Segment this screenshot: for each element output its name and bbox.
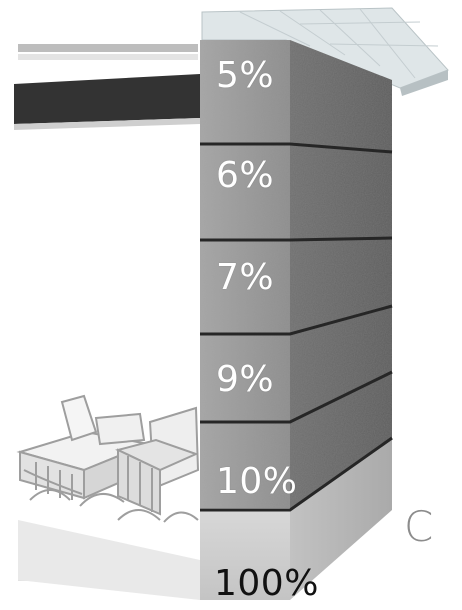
layer-label-7-percent: 7%	[216, 257, 275, 298]
layer-dividers	[200, 142, 393, 512]
glass-canopy	[201, 7, 449, 96]
layer-label-10-percent: 10%	[216, 461, 298, 502]
layer-label-5-percent: 5%	[216, 55, 275, 96]
panel-letter: C	[404, 502, 434, 551]
wall-front-face	[200, 40, 290, 600]
background-slab	[14, 44, 200, 581]
layer-label-6-percent: 6%	[216, 155, 275, 196]
dark-beam	[14, 74, 200, 124]
concrete-base	[200, 508, 290, 600]
layer-label-100-percent: 100%	[214, 563, 319, 604]
layer-label-9-percent: 9%	[216, 359, 275, 400]
patio-furniture	[16, 394, 200, 600]
wall-side-face	[290, 40, 392, 600]
